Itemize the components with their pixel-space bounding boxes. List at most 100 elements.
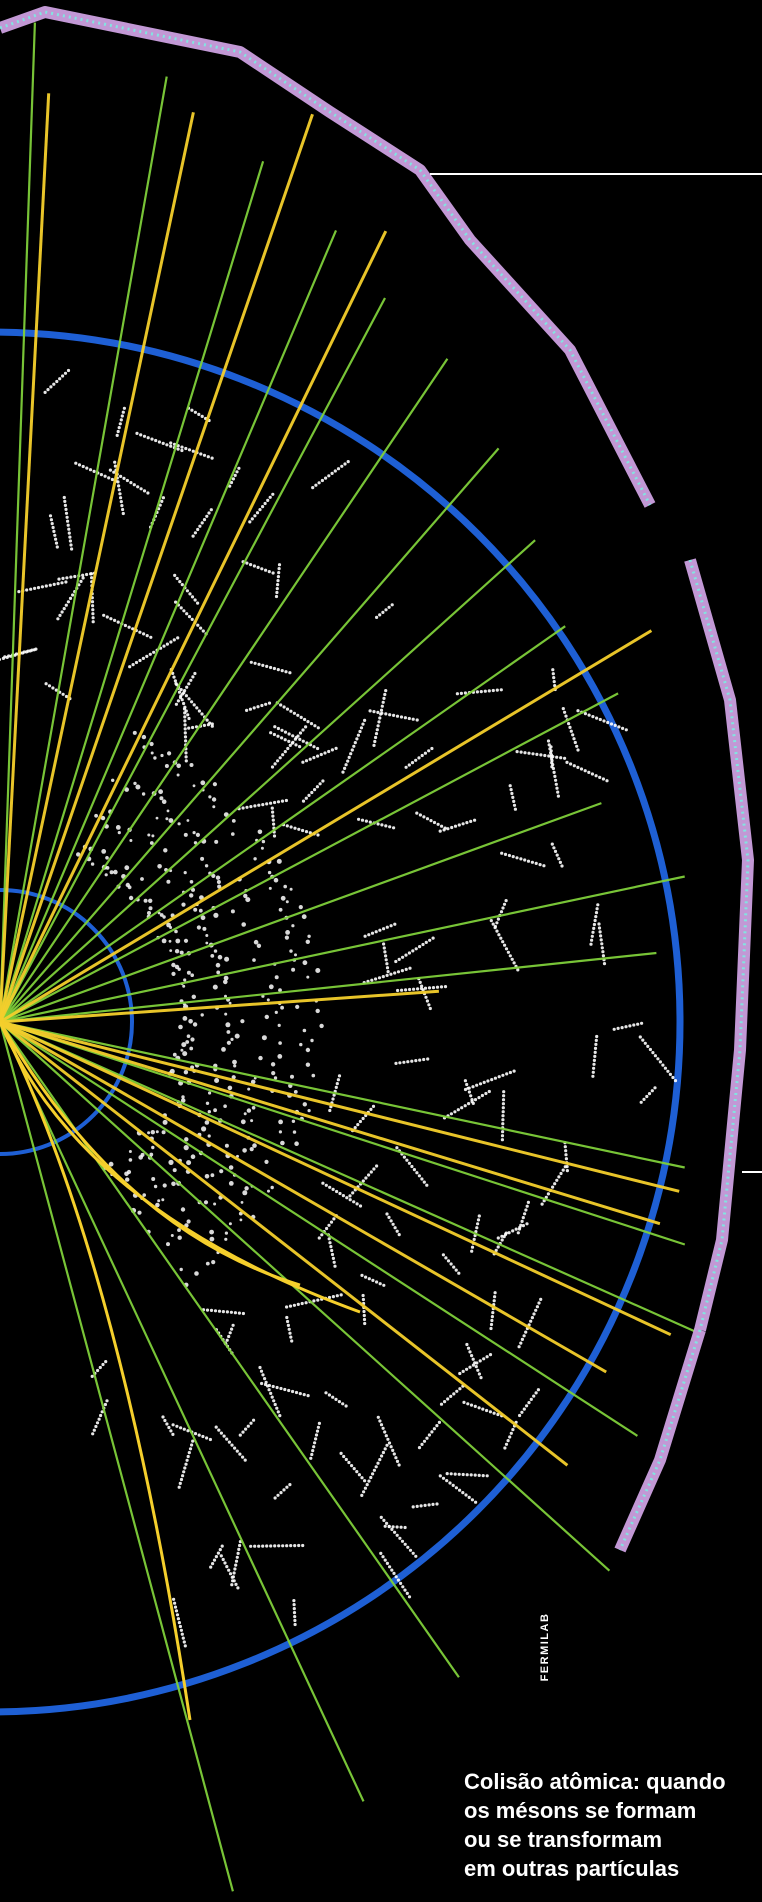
hit-dot [258,1055,263,1061]
hit-dot [113,460,117,464]
hit-dot [119,418,123,422]
hit-dot [261,505,265,509]
hit-dot [461,1491,465,1495]
hit-dot [314,483,318,487]
hit-dot [424,995,428,999]
yellow-track [0,1021,192,1721]
hit-dot [180,1098,186,1103]
hit-dot [271,1071,276,1076]
hit-dot [410,761,415,765]
hit-dot [71,593,75,597]
hit-dot [348,1194,352,1198]
hit-dot [384,712,388,716]
hit-dot [216,1551,220,1555]
hit-dot [486,1079,490,1083]
hit-dot [177,1228,181,1232]
hit-dot [270,1185,274,1190]
hit-dot [121,410,125,414]
hit-dot [324,1391,328,1395]
hit-dot [288,743,292,748]
hit-dot [475,1361,479,1365]
hit-dot [407,1161,411,1165]
hit-dot [191,449,195,453]
hit-dot [519,1341,523,1345]
hit-dot [212,1558,217,1562]
hit-dot [493,1076,497,1080]
hit-dot [257,829,263,835]
hit-dot [270,1395,274,1399]
hit-dot [64,511,69,515]
hit-dot [550,842,554,846]
hit-dot [431,1502,435,1506]
hit-dot [400,988,404,992]
hit-dot [504,1442,509,1446]
hit-dot [201,1434,205,1439]
hit-dot [179,1426,183,1430]
hit-dot [441,1253,445,1257]
hit-dot [288,671,292,675]
hit-dot [403,1588,407,1592]
green-track [0,229,338,1023]
hit-dot [344,763,348,767]
hit-dot [217,954,223,960]
hit-dot [307,1109,311,1113]
hit-dot [187,726,191,730]
hit-dot [535,1305,540,1309]
hit-dot [236,1586,240,1590]
hit-dot [390,603,394,607]
yellow-track [0,1020,569,1467]
hit-dot [330,471,334,475]
hit-dot [477,1406,481,1410]
hit-dot [213,1108,218,1113]
hit-dot [299,1042,303,1047]
hit-dot [210,1173,215,1178]
hit-dot [153,1184,158,1189]
hit-dot [360,818,365,822]
hit-dot [572,737,576,741]
hit-dot [385,1212,389,1216]
hit-dot [546,1192,551,1196]
hit-dot [183,938,189,943]
hit-dot [501,1102,505,1106]
green-track [0,692,619,1023]
hit-dot [211,873,216,879]
hit-dot [332,1260,336,1264]
hit-dot [398,1061,402,1065]
hit-dot [595,907,599,911]
hit-dot [185,1458,189,1462]
hit-dot [358,1119,362,1124]
hit-dot [196,623,200,627]
hit-dot [278,988,282,992]
hit-dot [358,1204,363,1208]
hit-dot [237,466,241,470]
hit-dot [180,1207,186,1212]
hit-dot [294,1390,299,1395]
hit-dot [190,973,194,977]
caption-line: em outras partículas [464,1856,680,1881]
hit-dot [138,658,142,663]
hit-dot [504,1231,508,1235]
hit-dot [197,412,201,416]
hit-dot [501,906,505,910]
hit-dot [503,852,508,857]
hit-dot [304,725,308,729]
hit-dot [378,613,382,617]
hit-dot [260,567,264,571]
hit-dot [331,1256,335,1260]
hit-dot [418,813,422,817]
hit-dot [396,988,400,993]
hit-dot [182,984,186,988]
hit-dot [202,926,207,931]
hit-dot [293,1622,297,1627]
hit-dot [302,1102,307,1107]
hit-dot [422,815,426,819]
hit-dot [477,1096,481,1100]
hit-dot [491,688,495,693]
hit-dot [216,880,221,884]
hit-dot [429,819,433,823]
hit-dot [63,499,67,503]
hit-dot [343,766,347,771]
hit-dot [91,620,95,624]
hit-dot [265,802,269,806]
hit-dot [489,919,493,923]
